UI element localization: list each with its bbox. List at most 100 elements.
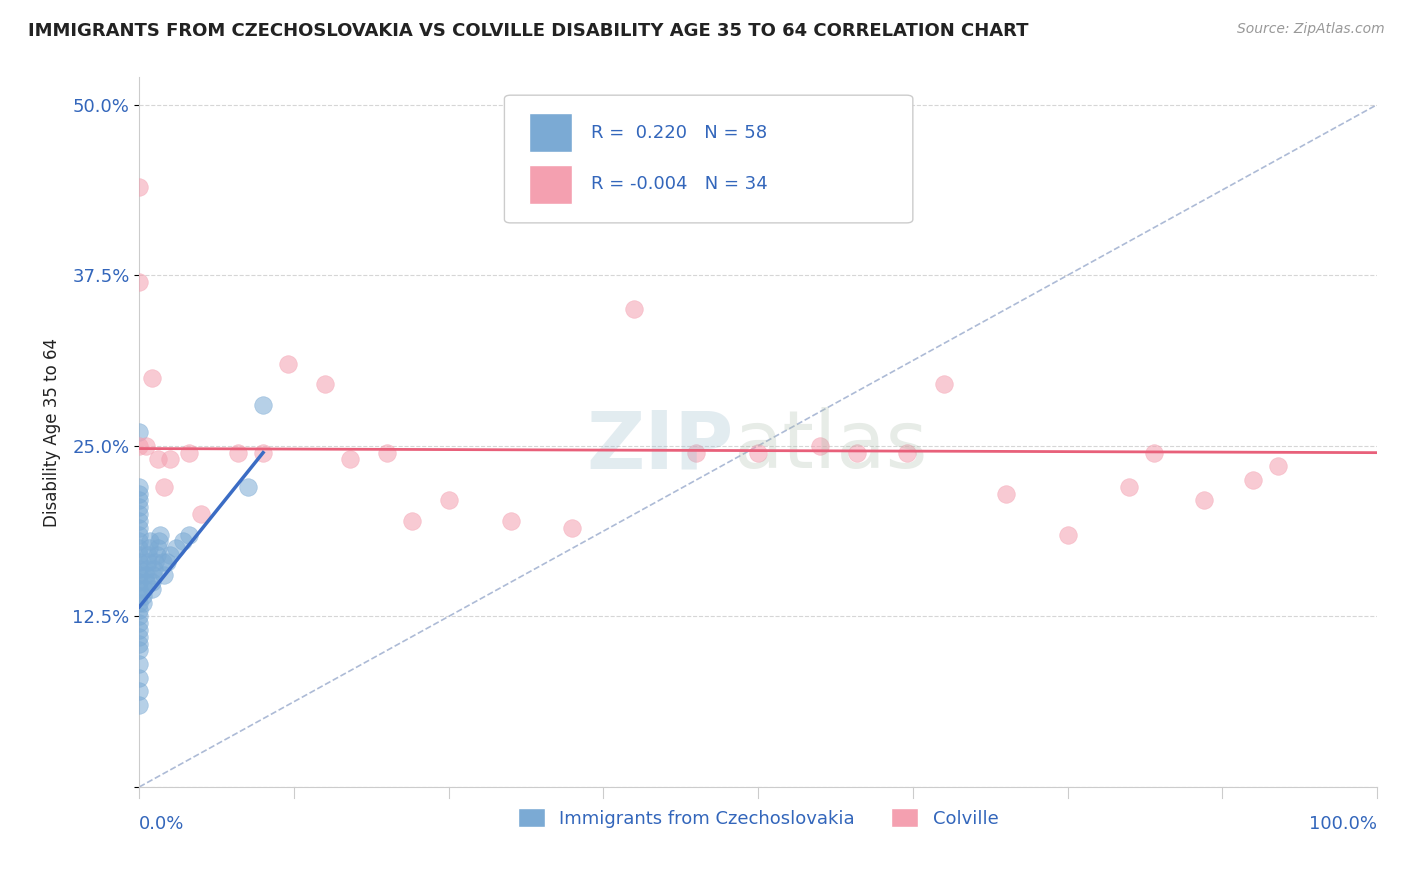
Point <box>128 643 150 657</box>
Point <box>128 507 150 521</box>
Text: 0.0%: 0.0% <box>139 815 184 833</box>
Y-axis label: Disability Age 35 to 64: Disability Age 35 to 64 <box>44 338 60 526</box>
Point <box>685 445 707 459</box>
Point <box>128 602 150 616</box>
Point <box>159 452 181 467</box>
Point <box>128 616 150 631</box>
Point <box>128 555 150 569</box>
Point <box>128 596 150 610</box>
Point <box>166 541 188 556</box>
Point <box>146 541 169 556</box>
Point <box>132 596 155 610</box>
FancyBboxPatch shape <box>529 165 572 203</box>
Point <box>139 534 162 549</box>
Point <box>128 480 150 494</box>
Point <box>808 439 831 453</box>
Point <box>846 445 869 459</box>
Point <box>155 555 177 569</box>
Text: R = -0.004   N = 34: R = -0.004 N = 34 <box>591 175 768 193</box>
Point <box>128 582 150 596</box>
Point <box>228 445 250 459</box>
Point <box>128 561 150 575</box>
Point <box>128 275 150 289</box>
Point <box>128 609 150 624</box>
Point <box>128 568 150 582</box>
Point <box>375 445 398 459</box>
Point <box>128 521 150 535</box>
Point <box>128 671 150 685</box>
Point <box>128 548 150 562</box>
Point <box>134 568 156 582</box>
Text: ZIP: ZIP <box>586 408 734 485</box>
Point <box>153 568 176 582</box>
Point <box>141 582 163 596</box>
Point <box>932 377 955 392</box>
Point <box>143 561 166 575</box>
Point <box>132 589 155 603</box>
Point <box>128 425 150 440</box>
Legend: Immigrants from Czechoslovakia, Colville: Immigrants from Czechoslovakia, Colville <box>517 808 998 828</box>
Point <box>172 534 194 549</box>
Point <box>896 445 918 459</box>
Point <box>145 548 167 562</box>
Point <box>159 548 181 562</box>
Point <box>134 439 156 453</box>
Point <box>134 582 156 596</box>
Point <box>141 370 163 384</box>
Point <box>135 561 157 575</box>
Point <box>277 357 299 371</box>
Point <box>141 575 163 590</box>
Point <box>152 555 174 569</box>
Point <box>252 398 274 412</box>
Point <box>1118 480 1140 494</box>
Point <box>128 698 150 712</box>
Point <box>1056 527 1078 541</box>
Point <box>128 500 150 515</box>
Point <box>128 179 150 194</box>
Point <box>153 480 176 494</box>
Point <box>437 493 460 508</box>
Point <box>134 575 156 590</box>
Point <box>128 589 150 603</box>
Point <box>128 623 150 637</box>
Point <box>499 514 522 528</box>
Point <box>128 534 150 549</box>
Point <box>1192 493 1215 508</box>
Point <box>561 521 583 535</box>
Point <box>623 302 645 317</box>
Point <box>252 445 274 459</box>
Point <box>190 507 212 521</box>
Point <box>1267 459 1289 474</box>
Point <box>142 568 165 582</box>
Point <box>148 534 170 549</box>
Point <box>128 541 150 556</box>
Point <box>1143 445 1166 459</box>
Text: Source: ZipAtlas.com: Source: ZipAtlas.com <box>1237 22 1385 37</box>
FancyBboxPatch shape <box>529 113 572 152</box>
Point <box>146 452 169 467</box>
Point <box>401 514 423 528</box>
Point <box>145 555 167 569</box>
Point <box>128 527 150 541</box>
Point <box>238 480 260 494</box>
Point <box>1241 473 1264 487</box>
Text: 100.0%: 100.0% <box>1309 815 1376 833</box>
Point <box>128 630 150 644</box>
Point <box>339 452 361 467</box>
Point <box>128 637 150 651</box>
Point <box>747 445 769 459</box>
Text: atlas: atlas <box>734 408 928 485</box>
Point <box>128 514 150 528</box>
Point <box>128 493 150 508</box>
FancyBboxPatch shape <box>505 95 912 223</box>
Text: IMMIGRANTS FROM CZECHOSLOVAKIA VS COLVILLE DISABILITY AGE 35 TO 64 CORRELATION C: IMMIGRANTS FROM CZECHOSLOVAKIA VS COLVIL… <box>28 22 1029 40</box>
Point <box>136 555 159 569</box>
Point <box>128 486 150 500</box>
Point <box>136 548 159 562</box>
Point <box>994 486 1017 500</box>
Point <box>128 439 150 453</box>
Point <box>149 527 172 541</box>
Point <box>128 684 150 698</box>
Text: R =  0.220   N = 58: R = 0.220 N = 58 <box>591 124 768 142</box>
Point <box>128 575 150 590</box>
